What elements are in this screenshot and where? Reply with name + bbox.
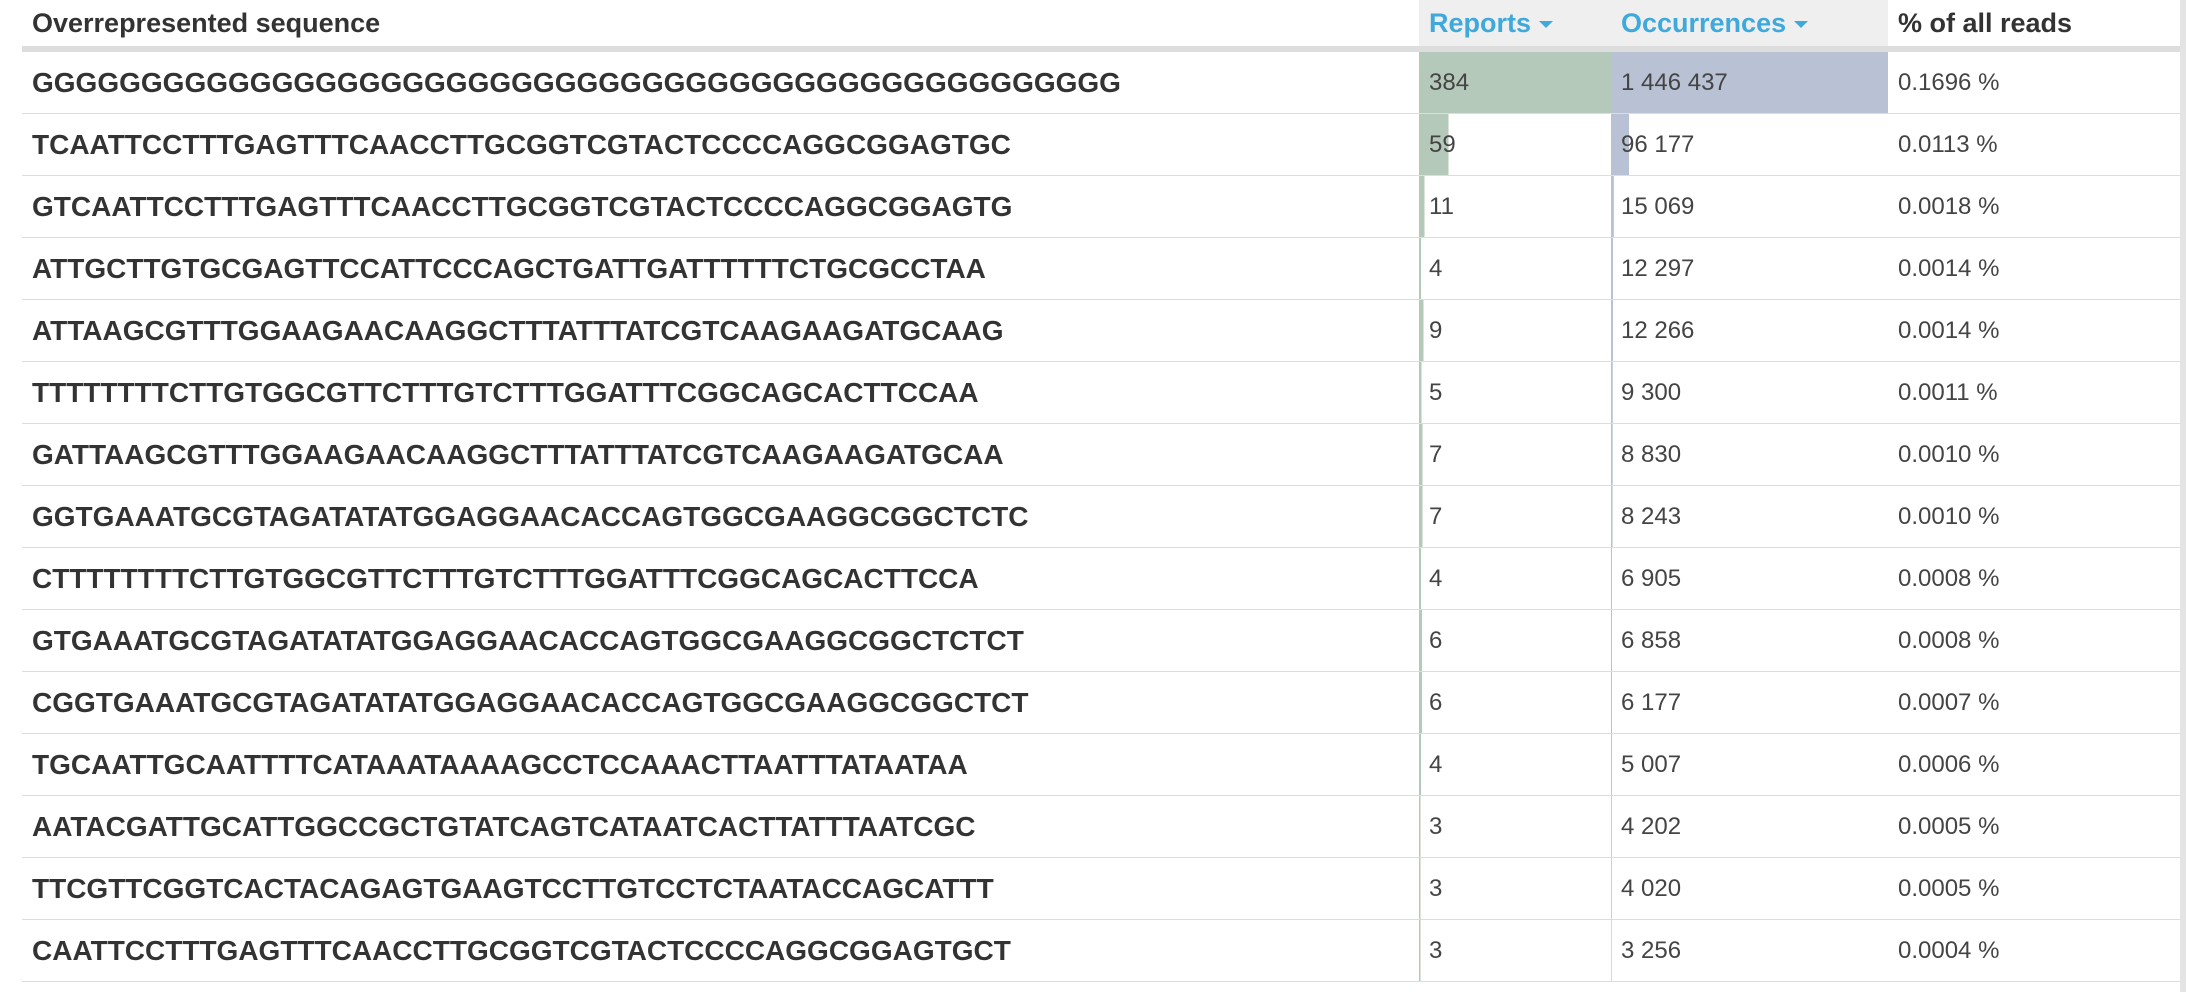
- occurrences-cell: 12 266: [1611, 299, 1888, 362]
- occurrences-cell: 3 256: [1611, 919, 1888, 982]
- table-row: GTCAATTCCTTTGAGTTTCAACCTTGCGGTCGTACTCCCC…: [22, 175, 2180, 238]
- occurrences-cell: 8 243: [1611, 485, 1888, 548]
- reports-cell: 7: [1419, 423, 1611, 486]
- sequence-cell: GGGGGGGGGGGGGGGGGGGGGGGGGGGGGGGGGGGGGGGG…: [22, 49, 1419, 114]
- table-body: GGGGGGGGGGGGGGGGGGGGGGGGGGGGGGGGGGGGGGGG…: [22, 49, 2180, 982]
- percent-cell: 0.0006 %: [1888, 733, 2180, 796]
- percent-column-header-label: % of all reads: [1898, 7, 2073, 38]
- reports-cell: 7: [1419, 485, 1611, 548]
- occurrences-cell: 96 177: [1611, 113, 1888, 176]
- percent-cell: 0.1696 %: [1888, 49, 2180, 114]
- percent-column-header: % of all reads: [1888, 0, 2180, 52]
- caret-down-icon: [1794, 20, 1809, 28]
- table-row: GATTAAGCGTTTGGAAGAACAAGGCTTTATTTATCGTCAA…: [22, 423, 2180, 486]
- reports-cell: 6: [1419, 609, 1611, 672]
- table-row: TCAATTCCTTTGAGTTTCAACCTTGCGGTCGTACTCCCCA…: [22, 113, 2180, 176]
- sequence-cell: TGCAATTGCAATTTTCATAAATAAAAGCCTCCAAACTTAA…: [22, 733, 1419, 796]
- reports-cell: 3: [1419, 795, 1611, 858]
- table-row: CTTTTTTTTCTTGTGGCGTTCTTTGTCTTTGGATTTCGGC…: [22, 547, 2180, 610]
- caret-down-icon: [1539, 20, 1554, 28]
- reports-cell: 9: [1419, 299, 1611, 362]
- sequence-cell: GGTGAAATGCGTAGATATATGGAGGAACACCAGTGGCGAA…: [22, 485, 1419, 548]
- sequence-cell: TTCGTTCGGTCACTACAGAGTGAAGTCCTTGTCCTCTAAT…: [22, 857, 1419, 920]
- sequence-column-header: Overrepresented sequence: [22, 0, 1419, 52]
- sequence-column-header-label: Overrepresented sequence: [32, 7, 381, 38]
- reports-sort-header[interactable]: Reports: [1419, 0, 1611, 52]
- reports-cell: 4: [1419, 733, 1611, 796]
- table-header-row: Overrepresented sequence Reports Occurre…: [22, 0, 2180, 52]
- reports-cell: 6: [1419, 671, 1611, 734]
- reports-cell: 3: [1419, 919, 1611, 982]
- reports-cell: 11: [1419, 175, 1611, 238]
- occurrences-cell: 8 830: [1611, 423, 1888, 486]
- table-row: ATTGCTTGTGCGAGTTCCATTCCCAGCTGATTGATTTTTT…: [22, 237, 2180, 300]
- sequence-cell: TTTTTTTTCTTGTGGCGTTCTTTGTCTTTGGATTTCGGCA…: [22, 361, 1419, 424]
- percent-cell: 0.0011 %: [1888, 361, 2180, 424]
- table-row: GGTGAAATGCGTAGATATATGGAGGAACACCAGTGGCGAA…: [22, 485, 2180, 548]
- sequence-cell: GATTAAGCGTTTGGAAGAACAAGGCTTTATTTATCGTCAA…: [22, 423, 1419, 486]
- sequence-cell: ATTAAGCGTTTGGAAGAACAAGGCTTTATTTATCGTCAAG…: [22, 299, 1419, 362]
- table-row: GGGGGGGGGGGGGGGGGGGGGGGGGGGGGGGGGGGGGGGG…: [22, 49, 2180, 114]
- percent-cell: 0.0008 %: [1888, 547, 2180, 610]
- reports-cell: 4: [1419, 547, 1611, 610]
- percent-cell: 0.0007 %: [1888, 671, 2180, 734]
- occurrences-sort-header[interactable]: Occurrences: [1611, 0, 1888, 52]
- occurrences-cell: 6 177: [1611, 671, 1888, 734]
- percent-cell: 0.0004 %: [1888, 919, 2180, 982]
- percent-cell: 0.0008 %: [1888, 609, 2180, 672]
- occurrences-cell: 6 905: [1611, 547, 1888, 610]
- reports-cell: 4: [1419, 237, 1611, 300]
- table-row: GTGAAATGCGTAGATATATGGAGGAACACCAGTGGCGAAG…: [22, 609, 2180, 672]
- reports-cell: 59: [1419, 113, 1611, 176]
- table-row: TTTTTTTTCTTGTGGCGTTCTTTGTCTTTGGATTTCGGCA…: [22, 361, 2180, 424]
- occurrences-cell: 1 446 437: [1611, 49, 1888, 114]
- percent-cell: 0.0010 %: [1888, 423, 2180, 486]
- occurrences-cell: 4 202: [1611, 795, 1888, 858]
- sequence-cell: ATTGCTTGTGCGAGTTCCATTCCCAGCTGATTGATTTTTT…: [22, 237, 1419, 300]
- overrepresented-sequences-table: Overrepresented sequence Reports Occurre…: [22, 0, 2180, 982]
- percent-cell: 0.0113 %: [1888, 113, 2180, 176]
- percent-cell: 0.0018 %: [1888, 175, 2180, 238]
- reports-cell: 5: [1419, 361, 1611, 424]
- reports-cell: 3: [1419, 857, 1611, 920]
- table-row: CGGTGAAATGCGTAGATATATGGAGGAACACCAGTGGCGA…: [22, 671, 2180, 734]
- occurrences-cell: 15 069: [1611, 175, 1888, 238]
- sequence-cell: CAATTCCTTTGAGTTTCAACCTTGCGGTCGTACTCCCCAG…: [22, 919, 1419, 982]
- occurrences-cell: 5 007: [1611, 733, 1888, 796]
- sequence-cell: GTGAAATGCGTAGATATATGGAGGAACACCAGTGGCGAAG…: [22, 609, 1419, 672]
- occurrences-cell: 6 858: [1611, 609, 1888, 672]
- percent-cell: 0.0005 %: [1888, 857, 2180, 920]
- sequence-cell: TCAATTCCTTTGAGTTTCAACCTTGCGGTCGTACTCCCCA…: [22, 113, 1419, 176]
- table-row: AATACGATTGCATTGGCCGCTGTATCAGTCATAATCACTT…: [22, 795, 2180, 858]
- scroll-edge-divider: [2180, 0, 2186, 992]
- percent-cell: 0.0005 %: [1888, 795, 2180, 858]
- sequence-cell: AATACGATTGCATTGGCCGCTGTATCAGTCATAATCACTT…: [22, 795, 1419, 858]
- sequence-cell: GTCAATTCCTTTGAGTTTCAACCTTGCGGTCGTACTCCCC…: [22, 175, 1419, 238]
- reports-sort-header-label: Reports: [1429, 7, 1532, 38]
- overrepresented-sequences-table-container: Overrepresented sequence Reports Occurre…: [22, 0, 2186, 992]
- occurrences-sort-header-label: Occurrences: [1621, 7, 1787, 38]
- occurrences-cell: 9 300: [1611, 361, 1888, 424]
- table-row: CAATTCCTTTGAGTTTCAACCTTGCGGTCGTACTCCCCAG…: [22, 919, 2180, 982]
- table-row: ATTAAGCGTTTGGAAGAACAAGGCTTTATTTATCGTCAAG…: [22, 299, 2180, 362]
- percent-cell: 0.0014 %: [1888, 237, 2180, 300]
- occurrences-cell: 12 297: [1611, 237, 1888, 300]
- percent-cell: 0.0014 %: [1888, 299, 2180, 362]
- table-row: TGCAATTGCAATTTTCATAAATAAAAGCCTCCAAACTTAA…: [22, 733, 2180, 796]
- sequence-cell: CTTTTTTTTCTTGTGGCGTTCTTTGTCTTTGGATTTCGGC…: [22, 547, 1419, 610]
- percent-cell: 0.0010 %: [1888, 485, 2180, 548]
- occurrences-cell: 4 020: [1611, 857, 1888, 920]
- sequence-cell: CGGTGAAATGCGTAGATATATGGAGGAACACCAGTGGCGA…: [22, 671, 1419, 734]
- table-row: TTCGTTCGGTCACTACAGAGTGAAGTCCTTGTCCTCTAAT…: [22, 857, 2180, 920]
- reports-cell: 384: [1419, 49, 1611, 114]
